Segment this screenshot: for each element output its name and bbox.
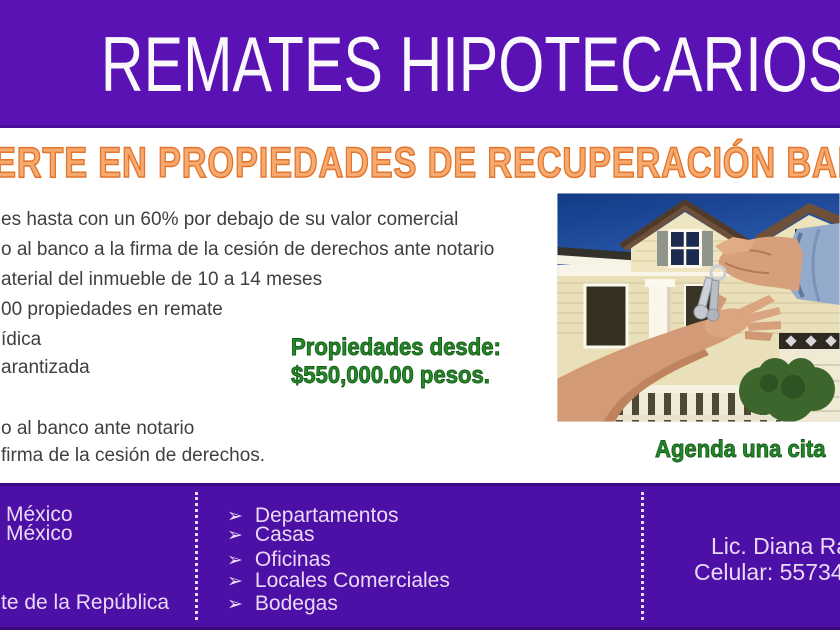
arrow-bullet-icon: ➢: [227, 549, 243, 571]
header-bar: REMATES HIPOTECARIOS: [0, 0, 840, 128]
property-type-label: Departamentos: [254, 504, 399, 527]
price-callout: Propiedades desde: $550,000.00 pesos.: [291, 334, 502, 390]
price-callout-line1: Propiedades desde:: [291, 334, 502, 362]
property-type-label: Casas: [254, 523, 315, 546]
cta-text: Agenda una cita: [655, 436, 826, 464]
price-callout-line2: $550,000.00 pesos.: [291, 362, 491, 390]
dotted-divider: [195, 492, 198, 620]
contact-name: Lic. Diana Ra: [711, 533, 840, 559]
arrow-bullet-icon: ➢: [227, 570, 243, 592]
property-type-item: ➢ Casas: [227, 523, 314, 547]
location-line: México: [6, 522, 73, 545]
payment-note-line: o al banco ante notario: [1, 418, 195, 439]
payment-note-line: firma de la cesión de derechos.: [1, 445, 266, 466]
page-title: REMATES HIPOTECARIOS: [100, 20, 840, 108]
benefit-line: o al banco a la firma de la cesión de de…: [1, 239, 495, 260]
arrow-bullet-icon: ➢: [227, 593, 243, 615]
property-type-label: Locales Comerciales: [254, 569, 450, 592]
contact-phone: Celular: 55734: [694, 559, 840, 585]
tagline: ERTE EN PROPIEDADES DE RECUPERACIÓN BANC…: [0, 138, 840, 188]
arrow-bullet-icon: ➢: [227, 505, 243, 527]
arrow-bullet-icon: ➢: [227, 524, 243, 546]
house-keys-illustration: [557, 193, 840, 422]
benefit-line: 00 propiedades en remate: [1, 299, 223, 320]
location-line: te de la República: [1, 591, 170, 614]
dotted-divider: [641, 492, 644, 620]
benefit-line: es hasta con un 60% por debajo de su val…: [1, 209, 459, 230]
footer-bar: México México te de la República ➢ Depart…: [0, 483, 840, 630]
property-type-item: ➢ Bodegas: [227, 592, 338, 616]
benefit-line: ídica: [1, 329, 42, 350]
hand-giving-house-keys-photo: [557, 193, 840, 422]
property-type-item: ➢ Departamentos: [227, 504, 399, 528]
property-type-label: Bodegas: [254, 592, 338, 615]
benefit-line: arantizada: [1, 357, 90, 378]
location-line: México: [6, 503, 73, 526]
benefit-line: aterial del inmueble de 10 a 14 meses: [1, 269, 323, 290]
property-type-item: ➢ Oficinas: [227, 548, 331, 572]
property-type-item: ➢ Locales Comerciales: [227, 569, 450, 593]
property-type-label: Oficinas: [254, 548, 331, 571]
footer-bottom-strip: [0, 627, 840, 630]
